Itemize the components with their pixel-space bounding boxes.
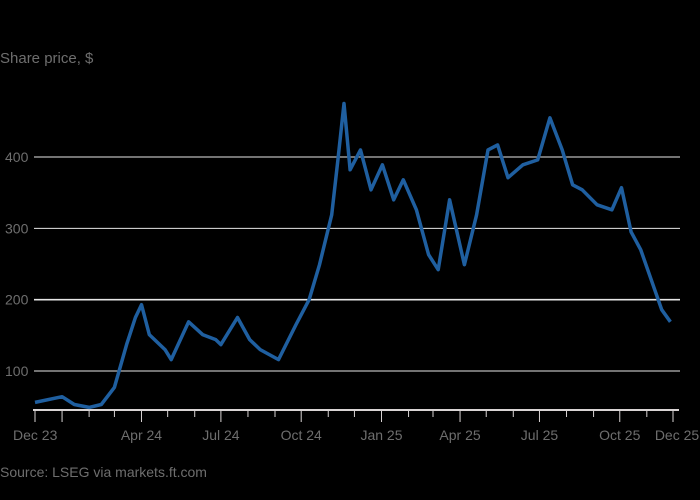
x-tick-label: Apr 24 <box>121 427 162 443</box>
source-note: Source: LSEG via markets.ft.com <box>0 464 207 480</box>
price-line <box>34 101 672 410</box>
y-tick-label: 400 <box>5 149 29 165</box>
y-axis-title: Share price, $ <box>0 50 94 67</box>
x-tick-label: Dec 25 <box>655 427 700 443</box>
x-tick-label: Jul 24 <box>202 427 240 443</box>
x-axis: Dec 23 Apr 24 Jul 24 Oct 24 Jan 25 Apr 25 Jul … <box>13 409 700 443</box>
y-tick-label: 300 <box>5 220 29 236</box>
y-tick-label: 200 <box>5 292 29 308</box>
x-tick-label: Jul 25 <box>521 427 559 443</box>
x-tick-label: Apr 25 <box>439 427 480 443</box>
y-axis-labels: 100 200 300 400 <box>5 149 29 379</box>
x-tick-label: Dec 23 <box>13 427 58 443</box>
y-tick-label: 100 <box>5 363 29 379</box>
x-tick-label: Oct 25 <box>599 427 640 443</box>
x-tick-label: Oct 24 <box>281 427 322 443</box>
x-tick-label: Jan 25 <box>360 427 402 443</box>
